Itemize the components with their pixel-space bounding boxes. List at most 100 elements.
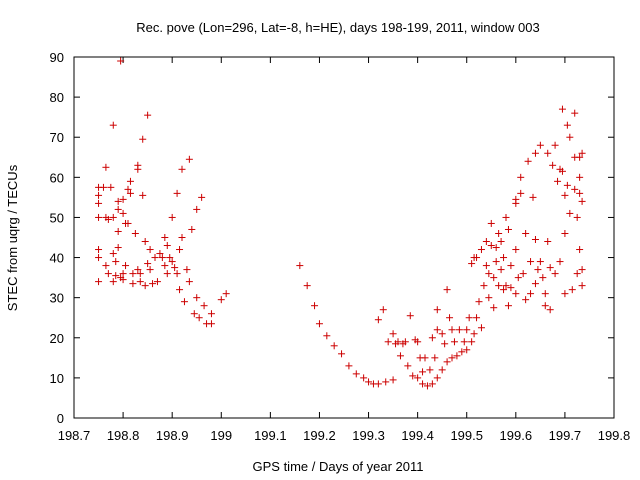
x-tick-label: 199.1 [254,428,287,443]
y-tick-label: 0 [57,411,64,426]
data-point [389,330,397,338]
data-point [522,229,530,237]
data-point [136,270,144,278]
x-tick-label: 198.7 [58,428,91,443]
data-point [99,183,107,191]
data-point [419,368,427,376]
data-point [151,254,159,262]
data-point [546,264,554,272]
data-point [173,270,181,278]
data-point [374,316,382,324]
data-point [139,191,147,199]
data-point [426,366,434,374]
data-point [129,280,137,288]
data-point [382,378,390,386]
data-point [428,380,436,388]
data-point [146,266,154,274]
data-point [463,346,471,354]
data-point [446,314,454,322]
data-point [176,286,184,294]
data-point [549,161,557,169]
data-point [188,225,196,233]
data-point [536,258,544,266]
data-point [536,141,544,149]
y-tick-label: 90 [50,50,64,65]
data-point [134,165,142,173]
data-point [183,266,191,274]
data-point [541,302,549,310]
data-point [122,262,130,270]
data-point [566,133,574,141]
data-point [477,246,485,254]
data-point [95,278,103,286]
data-point [126,189,134,197]
data-point [487,219,495,227]
data-point [524,157,532,165]
data-point [95,246,103,254]
data-point [450,338,458,346]
data-point [423,382,431,390]
data-point [495,229,503,237]
data-point [578,149,586,157]
data-point [470,330,478,338]
data-point [495,282,503,290]
data-point [131,229,139,237]
data-point [455,326,463,334]
data-point [168,258,176,266]
data-point [473,314,481,322]
plot-frame [73,56,615,419]
data-point [443,286,451,294]
data-point [107,183,115,191]
data-point [134,266,142,274]
data-point [95,191,103,199]
data-point [409,372,417,380]
y-tick-label: 20 [50,331,64,346]
data-point [576,173,584,181]
x-tick-label: 198.8 [107,428,140,443]
data-point [546,306,554,314]
data-point [438,366,446,374]
y-tick-label: 30 [50,291,64,306]
data-point [163,270,171,278]
x-tick-label: 199.5 [450,428,483,443]
data-point [296,262,304,270]
data-point [389,376,397,384]
data-point [161,262,169,270]
data-point [492,258,500,266]
data-point [379,306,387,314]
data-point [475,298,483,306]
data-point [539,274,547,282]
data-point [485,294,493,302]
data-point [473,254,481,262]
data-point [178,165,186,173]
chart-title: Rec. pove (Lon=296, Lat=-8, h=HE), days … [136,20,539,35]
data-point [168,213,176,221]
data-point [176,246,184,254]
data-point [576,153,584,161]
data-point [129,270,137,278]
data-point [482,262,490,270]
data-point [146,246,154,254]
data-point [477,324,485,332]
y-tick-label: 40 [50,251,64,266]
data-point [453,352,461,360]
data-point [502,282,510,290]
data-point [406,312,414,320]
data-point [144,111,152,119]
data-point [345,362,353,370]
data-point [161,234,169,241]
data-point [514,274,522,282]
data-point [529,193,537,201]
data-point [558,167,566,175]
data-point [504,225,512,233]
x-tick-label: 199.7 [549,428,582,443]
data-point [193,205,201,213]
y-tick-label: 50 [50,210,64,225]
data-point [119,195,127,203]
data-point [480,282,488,290]
data-point [561,191,569,199]
data-point [392,340,400,348]
data-point [158,254,166,262]
y-axis-label: STEC from uqrg / TECUs [5,164,20,311]
data-point [527,290,535,298]
